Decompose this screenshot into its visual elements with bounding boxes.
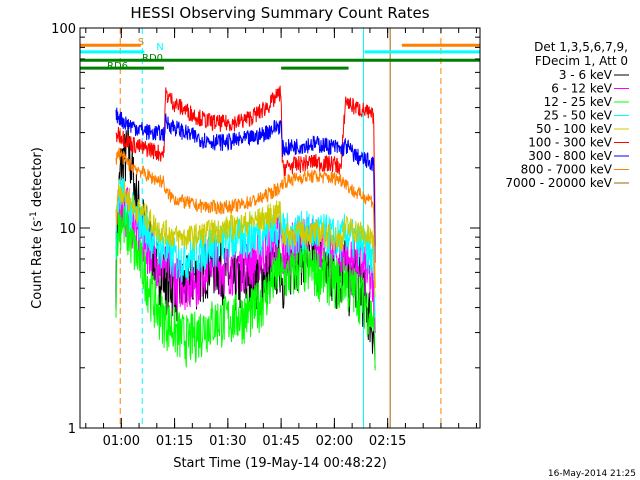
x-tick-label: 02:15: [369, 434, 406, 449]
legend-label-3: 12 - 25 keV: [544, 95, 613, 109]
x-tick-label: 02:00: [316, 434, 353, 449]
y-axis-label-main: Count Rate (s: [30, 220, 45, 309]
legend-label-4: 25 - 50 keV: [544, 109, 613, 123]
flag-label-rd6: RD6: [107, 61, 128, 72]
legend-label-5: 50 - 100 keV: [536, 122, 613, 136]
legend-label-1: 3 - 6 keV: [559, 68, 613, 82]
flag-label-n: N: [156, 42, 163, 53]
x-tick-label: 01:15: [156, 434, 193, 449]
y-axis-label-sup: -1: [29, 211, 39, 220]
y-axis-label-end: ): [30, 147, 45, 152]
legend-header-1: Det 1,3,5,6,7,9,: [534, 40, 628, 54]
series-line-3: [115, 205, 376, 371]
series-line-8: [115, 147, 376, 289]
series-line-6: [115, 85, 376, 246]
x-axis-label: Start Time (19-May-14 00:48:22): [173, 456, 387, 471]
series-line-7: [115, 107, 376, 263]
legend-label-8: 800 - 7000 keV: [521, 163, 613, 177]
y-axis: 1 10 100: [51, 22, 480, 437]
x-tick-label: 01:00: [103, 434, 140, 449]
footer-timestamp: 16-May-2014 21:25: [548, 469, 636, 479]
flag-label-rd0: RD0: [142, 53, 163, 64]
y-tick-label: 100: [51, 22, 76, 37]
y-tick-label: 1: [68, 422, 76, 437]
legend: Det 1,3,5,6,7,9, FDecim 1, Att 0 3 - 6 k…: [505, 40, 629, 190]
y-axis-label-mid: detector: [30, 152, 45, 212]
legend-label-9: 7000 - 20000 keV: [505, 176, 612, 190]
x-axis: 01:00 01:15 01:30 01:45 02:00 02:15: [85, 28, 477, 449]
legend-header-2: FDecim 1, Att 0: [535, 54, 628, 68]
y-tick-label: 10: [59, 222, 76, 237]
series-line-1: [115, 124, 376, 369]
series-line-4: [115, 177, 376, 318]
y-axis-label: Count Rate (s-1 detector): [29, 147, 45, 309]
series-line-5: [115, 181, 376, 298]
legend-label-2: 6 - 12 keV: [551, 82, 613, 96]
legend-label-6: 100 - 300 keV: [528, 136, 612, 150]
chart-title: HESSI Observing Summary Count Rates: [130, 4, 429, 22]
flag-label-s: S: [138, 37, 144, 48]
x-tick-label: 01:30: [209, 434, 246, 449]
legend-label-7: 300 - 800 keV: [528, 149, 612, 163]
x-tick-label: 01:45: [262, 434, 299, 449]
